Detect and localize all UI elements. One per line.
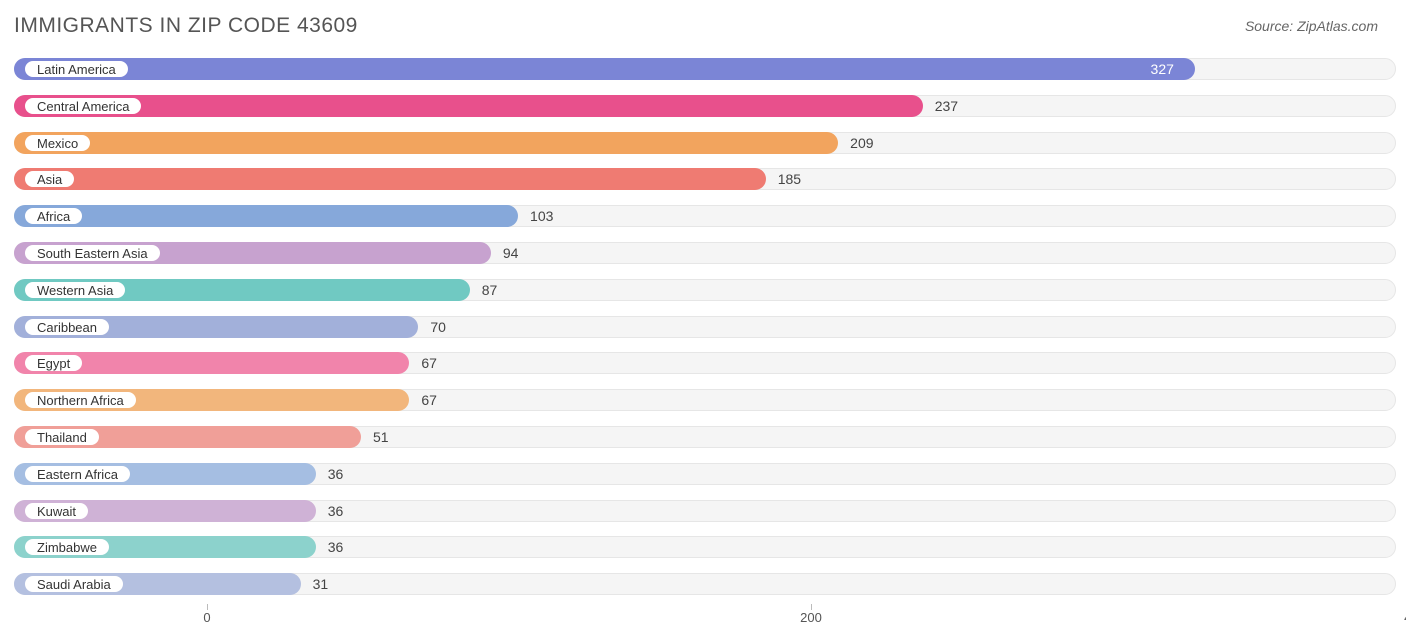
chart-container: IMMIGRANTS IN ZIP CODE 43609 Source: Zip…	[0, 0, 1406, 643]
bar-fill	[14, 205, 518, 227]
bar-row: Eastern Africa 36	[14, 457, 1396, 491]
bar-value: 185	[778, 168, 801, 190]
bar-value: 36	[328, 536, 344, 558]
bar-row: Latin America 327	[14, 52, 1396, 86]
bar-fill	[14, 168, 766, 190]
bar-fill	[14, 95, 923, 117]
bar-label-pill: Thailand	[24, 428, 100, 446]
bar-value: 209	[850, 132, 873, 154]
bar-label-pill: Egypt	[24, 354, 83, 372]
bar-row: Africa 103	[14, 199, 1396, 233]
bar-label-pill: Central America	[24, 97, 142, 115]
bar-row: Northern Africa 67	[14, 383, 1396, 417]
bar-row: Thailand 51	[14, 420, 1396, 454]
bar-value: 327	[1151, 58, 1174, 80]
bar-chart: Latin America 327 Central America 237 Mexico…	[14, 52, 1396, 628]
bar-label-pill: Latin America	[24, 60, 129, 78]
bar-label-pill: Eastern Africa	[24, 465, 131, 483]
chart-source: Source: ZipAtlas.com	[1245, 18, 1378, 34]
bar-fill	[14, 58, 1195, 80]
bar-row: Kuwait 36	[14, 494, 1396, 528]
bar-value: 237	[935, 95, 958, 117]
bar-row: Saudi Arabia 31	[14, 567, 1396, 601]
chart-title: IMMIGRANTS IN ZIP CODE 43609	[14, 14, 358, 38]
bar-row: South Eastern Asia 94	[14, 236, 1396, 270]
bar-row: Western Asia 87	[14, 273, 1396, 307]
bar-label-pill: Kuwait	[24, 502, 89, 520]
bar-label-pill: Africa	[24, 207, 83, 225]
bar-label-pill: Zimbabwe	[24, 538, 110, 556]
bar-label-pill: Saudi Arabia	[24, 575, 124, 593]
bar-label-pill: Northern Africa	[24, 391, 137, 409]
bar-label-pill: Asia	[24, 170, 75, 188]
bar-value: 31	[313, 573, 329, 595]
bar-value: 103	[530, 205, 553, 227]
bar-label-pill: Western Asia	[24, 281, 126, 299]
x-axis: 0200400	[14, 604, 1396, 628]
bar-label-pill: Mexico	[24, 134, 91, 152]
bar-value: 67	[421, 389, 437, 411]
axis-tick-label: 0	[203, 610, 210, 625]
bar-fill	[14, 132, 838, 154]
bar-value: 51	[373, 426, 389, 448]
bar-label-pill: Caribbean	[24, 318, 110, 336]
bar-row: Caribbean 70	[14, 310, 1396, 344]
chart-header: IMMIGRANTS IN ZIP CODE 43609 Source: Zip…	[14, 14, 1396, 38]
bar-row: Mexico 209	[14, 126, 1396, 160]
axis-tick-label: 200	[800, 610, 822, 625]
bar-row: Zimbabwe 36	[14, 530, 1396, 564]
bar-value: 36	[328, 463, 344, 485]
bar-value: 94	[503, 242, 519, 264]
bar-value: 70	[430, 316, 446, 338]
bar-value: 67	[421, 352, 437, 374]
bar-value: 87	[482, 279, 498, 301]
bar-label-pill: South Eastern Asia	[24, 244, 161, 262]
bar-row: Asia 185	[14, 162, 1396, 196]
bar-row: Egypt 67	[14, 346, 1396, 380]
bar-row: Central America 237	[14, 89, 1396, 123]
bar-value: 36	[328, 500, 344, 522]
